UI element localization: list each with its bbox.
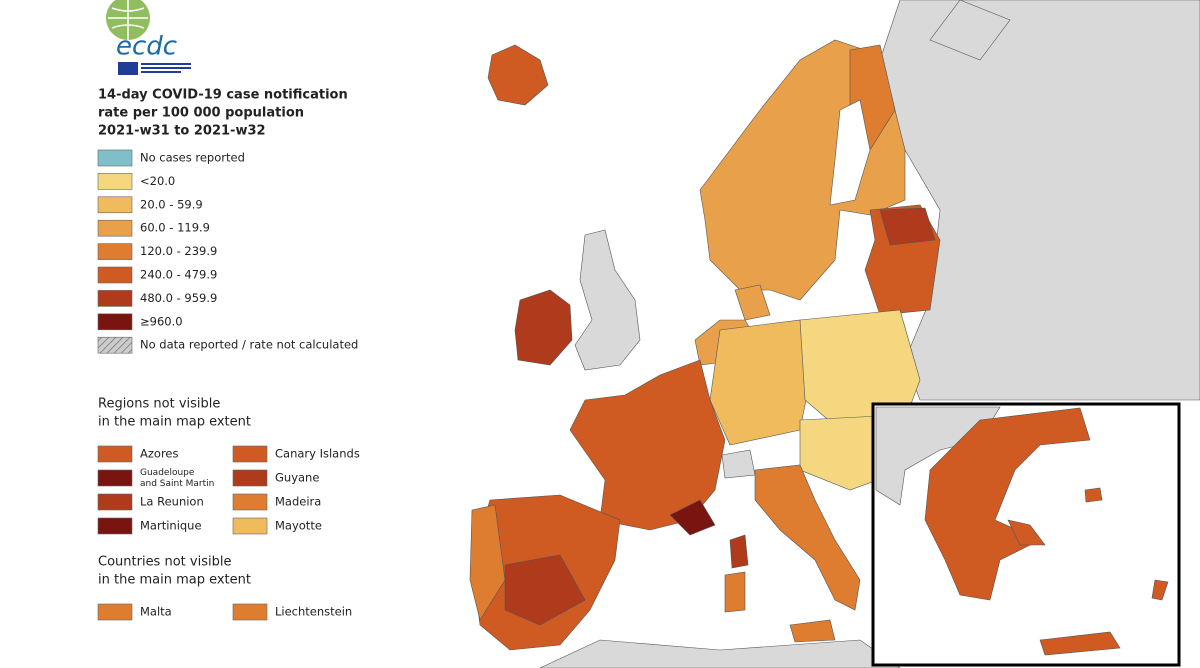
legend-label: Martinique — [140, 519, 202, 533]
legend-label: Liechtenstein — [275, 605, 352, 619]
legend-swatch — [97, 445, 133, 463]
legend-swatch — [97, 290, 133, 307]
legend-swatch — [97, 196, 133, 214]
legend-swatch — [97, 336, 133, 354]
legend-label: Guyane — [275, 471, 319, 485]
legend-label: 60.0 - 119.9 — [140, 221, 210, 235]
legend-label: 240.0 - 479.9 — [140, 268, 217, 282]
legend-swatch — [232, 517, 268, 535]
legend-label: Guadeloupe and Saint Martin — [140, 468, 214, 489]
legend-label: No cases reported — [140, 151, 245, 165]
legend-label: ≥960.0 — [140, 314, 183, 328]
legend-label: Madeira — [275, 495, 321, 509]
legend-swatch — [97, 517, 133, 535]
legend-swatch — [97, 493, 133, 511]
legend-swatch — [97, 219, 133, 237]
greece-inset — [871, 402, 1181, 667]
section-title: in the main map extent — [98, 415, 251, 430]
legend-label: Malta — [140, 605, 172, 619]
legend-swatch — [97, 173, 133, 190]
legend-label: No data reported / rate not calculated — [140, 338, 358, 352]
legend-panel: 14-day COVID-19 case notification rate pe… — [97, 88, 360, 621]
legend-swatch — [232, 493, 268, 511]
legend-swatch — [97, 469, 133, 487]
section-title: Countries not visible — [98, 555, 231, 570]
legend-label: <20.0 — [140, 174, 175, 188]
legend-swatch — [97, 243, 133, 260]
legend-swatch — [232, 603, 268, 621]
legend-label: Azores — [140, 447, 178, 461]
section-title: in the main map extent — [98, 573, 251, 588]
map-title: 2021-w31 to 2021-w32 — [98, 124, 266, 139]
map-title: 14-day COVID-19 case notification — [98, 88, 348, 103]
legend-label: 120.0 - 239.9 — [140, 244, 217, 258]
legend-swatch — [97, 266, 133, 284]
logo: ecdc — [106, 0, 191, 75]
legend-swatch — [97, 313, 133, 331]
legend-swatch — [97, 149, 133, 167]
legend-label: 480.0 - 959.9 — [140, 291, 217, 305]
legend-label: Mayotte — [275, 519, 322, 533]
map-title: rate per 100 000 population — [98, 106, 304, 121]
legend-label: Canary Islands — [275, 447, 360, 461]
legend-swatch — [232, 469, 268, 487]
legend-label: La Reunion — [140, 495, 204, 509]
legend-swatch — [232, 445, 268, 463]
section-title: Regions not visible — [98, 397, 220, 412]
logo-text: ecdc — [116, 32, 177, 62]
legend-label: 20.0 - 59.9 — [140, 197, 203, 211]
legend-swatch — [97, 603, 133, 621]
